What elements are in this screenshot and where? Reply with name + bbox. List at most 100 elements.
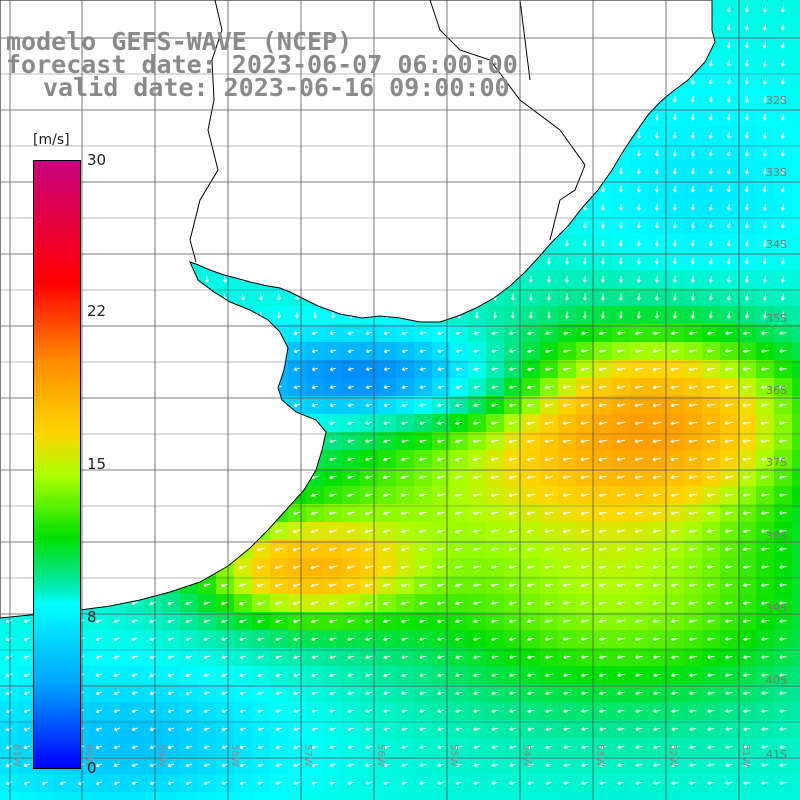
wind-arrow [582, 257, 587, 265]
wind-arrow [726, 293, 731, 301]
wind-cell [792, 432, 800, 451]
wind-arrow [690, 275, 695, 283]
wind-arrow [329, 367, 336, 372]
colorbar-tick-22: 22 [87, 302, 107, 320]
wind-arrow [744, 311, 749, 319]
wind-arrow [563, 331, 571, 336]
wind-arrow [724, 367, 733, 372]
wind-arrow [383, 349, 391, 354]
wind-arrow [672, 113, 677, 121]
wind-arrow [565, 293, 569, 301]
wind-arrow [511, 311, 516, 319]
wind-arrow [365, 367, 372, 371]
wind-arrow [762, 95, 767, 103]
wind-arrow [726, 149, 731, 157]
wind-cell [792, 648, 800, 667]
wind-arrow [708, 131, 713, 139]
wind-arrow [654, 167, 659, 175]
wind-arrow [708, 257, 713, 265]
wind-arrow [347, 367, 354, 372]
wind-arrow [528, 311, 533, 319]
wind-arrow [744, 23, 749, 31]
wind-cell [792, 360, 800, 379]
longitude-label: 58W [229, 744, 240, 767]
wind-arrow [618, 221, 623, 229]
wind-arrow [636, 311, 641, 319]
wind-arrow [672, 131, 677, 139]
wind-arrow [672, 149, 677, 157]
wind-cell [792, 792, 800, 800]
wind-arrow [726, 185, 731, 193]
wind-cell [792, 702, 800, 721]
wind-arrow [401, 331, 409, 336]
wind-arrow [636, 293, 641, 301]
wind-cell [558, 792, 577, 800]
colorbar [33, 160, 81, 769]
wind-cell [792, 36, 800, 55]
wind-arrow [744, 149, 749, 157]
wind-arrow [637, 239, 641, 247]
wind-arrow [726, 275, 731, 283]
wind-arrow [744, 221, 749, 229]
wind-arrow [637, 185, 641, 193]
wind-arrow [600, 203, 605, 211]
wind-arrow [706, 367, 715, 372]
wind-cell [792, 414, 800, 433]
wind-cell [306, 792, 325, 800]
wind-arrow [455, 331, 463, 336]
wind-arrow [672, 95, 677, 103]
wind-arrow [780, 185, 785, 193]
wind-arrow [672, 311, 677, 319]
wind-arrow [672, 167, 677, 175]
wind-arrow [455, 349, 463, 354]
wind-arrow [654, 185, 659, 193]
wind-arrow [637, 221, 641, 229]
wind-cell [792, 216, 800, 235]
longitude-label: 51W [740, 744, 751, 767]
wind-arrow [708, 113, 713, 121]
colorbar-tick-0: 0 [87, 759, 97, 777]
wind-arrow [779, 367, 787, 372]
wind-arrow [690, 131, 695, 139]
wind-arrow [582, 293, 587, 301]
colorbar-tick-8: 8 [87, 608, 97, 626]
wind-arrow [780, 221, 785, 229]
wind-cell [792, 504, 800, 523]
wind-arrow [600, 239, 605, 247]
latitude-label: 39S [766, 602, 787, 615]
latitude-label: 35S [766, 312, 787, 325]
wind-arrow [654, 275, 659, 283]
wind-arrow [762, 59, 767, 67]
wind-arrow [672, 293, 677, 301]
wind-arrow [654, 149, 659, 157]
wind-arrow [708, 149, 713, 157]
wind-arrow [311, 367, 318, 372]
wind-arrow [401, 367, 409, 372]
wind-arrow [762, 149, 767, 157]
wind-arrow [491, 349, 499, 354]
wind-arrow [690, 257, 695, 265]
wind-arrow [546, 311, 551, 319]
wind-arrow [690, 221, 695, 229]
colorbar-tick-15: 15 [87, 455, 107, 473]
wind-arrow [223, 275, 228, 283]
wind-arrow [546, 257, 551, 265]
wind-cell [792, 144, 800, 163]
wind-arrow [600, 257, 605, 265]
colorbar-unit: [m/s] [33, 132, 70, 148]
wind-arrow [780, 257, 785, 265]
wind-arrow [743, 349, 751, 354]
wind-cell [738, 792, 757, 800]
wind-cell [342, 792, 361, 800]
wind-arrow [744, 239, 749, 247]
wind-cell [648, 792, 667, 800]
wind-arrow [598, 349, 607, 354]
wind-arrow [780, 131, 785, 139]
wind-arrow [744, 203, 749, 211]
wind-arrow [582, 275, 587, 283]
wind-arrow [329, 349, 337, 354]
wind-cell [792, 306, 800, 325]
wind-cell [288, 792, 307, 800]
wind-arrow [708, 239, 713, 247]
